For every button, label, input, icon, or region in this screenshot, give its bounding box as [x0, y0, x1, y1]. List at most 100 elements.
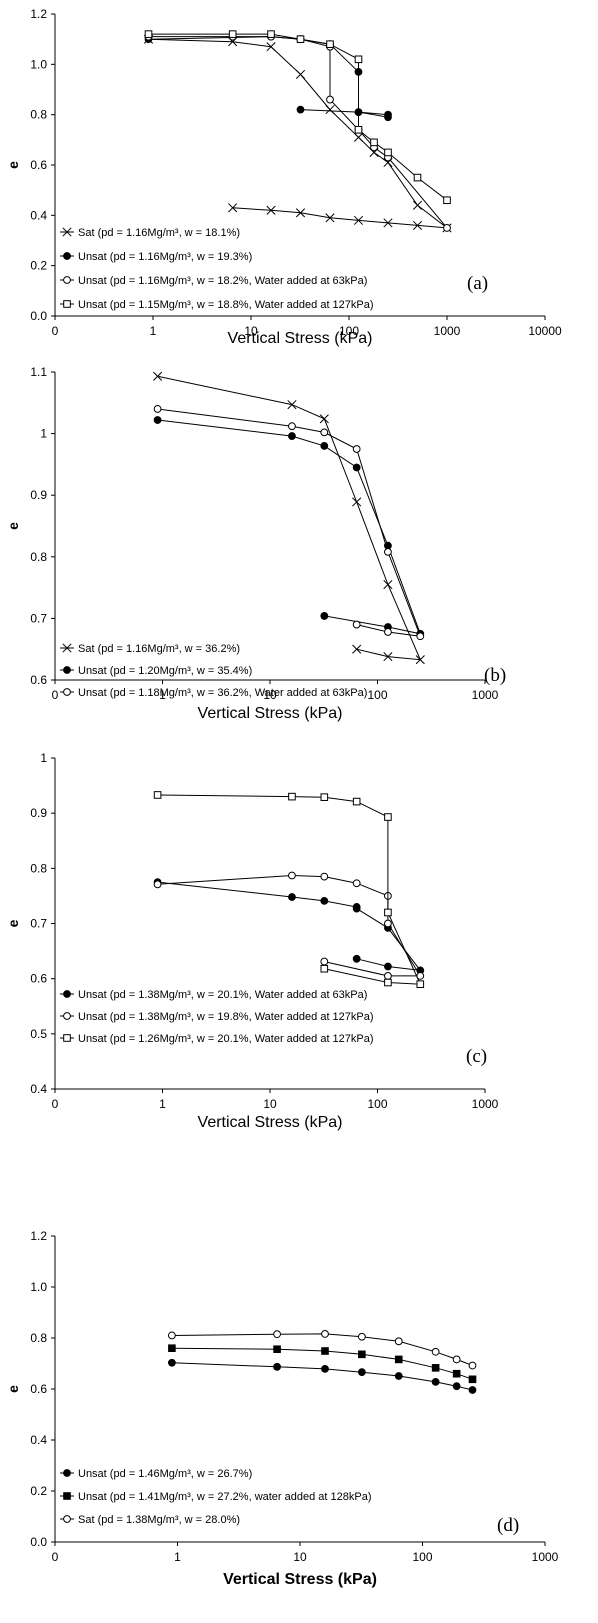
data-point	[352, 445, 361, 453]
series-line	[157, 794, 422, 985]
x-tick-label: 100	[412, 1550, 432, 1564]
data-point	[153, 880, 162, 889]
y-tick-label: 0.0	[30, 309, 47, 323]
y-tick-label: 0.6	[30, 1382, 47, 1396]
data-point	[352, 879, 361, 888]
y-tick-label: 0.7	[30, 611, 47, 625]
data-point	[320, 872, 329, 881]
data-point	[320, 964, 329, 973]
series-line	[148, 33, 448, 201]
data-point	[357, 1368, 366, 1377]
series-3	[153, 791, 425, 988]
y-tick-label: 0.2	[30, 259, 47, 273]
chart-panel-1: 0.0 0.2 0.4 0.6 0.8 1.0 1.2 0 1 10 100 1000 10000 e Ve…	[5, 7, 562, 347]
marker-x	[266, 42, 276, 52]
marker-x	[352, 644, 362, 654]
legend-label: Unsat (pd = 1.18Mg/m³, w = 36.2%, Water …	[78, 687, 367, 699]
x-tick-label: 1	[159, 1097, 166, 1111]
data-point	[394, 1337, 403, 1346]
data-point	[321, 1364, 329, 1373]
data-point	[168, 1344, 176, 1353]
data-point	[352, 904, 361, 913]
panel-label: (c)	[466, 1046, 487, 1067]
data-point	[320, 612, 329, 620]
data-point	[370, 138, 378, 147]
series-line	[148, 36, 389, 118]
legend: Sat (pd = 1.16Mg/m³, w = 18.1%) Unsat (pd…	[60, 227, 374, 311]
x-tick-label: 10	[263, 1097, 277, 1111]
x-axis-label: Vertical Stress (kPa)	[228, 330, 373, 347]
series-3	[167, 1330, 477, 1370]
data-point	[384, 962, 392, 971]
data-point	[320, 442, 329, 450]
legend-label: Unsat (pd = 1.41Mg/m³, w = 27.2%, water …	[78, 1491, 372, 1503]
series-2	[153, 871, 425, 980]
y-axis-label: e	[5, 161, 21, 169]
series-1	[153, 371, 425, 665]
chart-panel-3: 0.40.50.60.70.80.910 1 10 100 1000eVertical …	[5, 751, 499, 1131]
data-point	[326, 40, 334, 49]
data-point	[352, 620, 361, 629]
data-point	[384, 978, 392, 987]
data-point	[63, 1469, 71, 1477]
data-point	[452, 1382, 461, 1391]
data-point	[288, 893, 296, 901]
marker-x	[415, 655, 425, 665]
x-tick-label: 10	[244, 324, 258, 338]
y-tick-label: 0.4	[30, 1082, 47, 1096]
data-point	[431, 1347, 440, 1356]
chart-panel-4: 0.0 0.2 0.4 0.6 0.8 1.0 1.2 0 1 10 100 1000 e Vertica…	[5, 1229, 559, 1588]
data-point	[267, 30, 275, 38]
marker-x	[295, 208, 306, 218]
y-tick-label: 1	[40, 427, 47, 441]
data-point	[394, 1355, 403, 1364]
data-point	[431, 1377, 440, 1386]
marker-x	[383, 579, 393, 590]
series-1	[143, 34, 452, 233]
marker-x	[325, 105, 335, 115]
x-tick-label: 0	[52, 688, 59, 702]
data-point	[63, 300, 71, 308]
data-point	[452, 1355, 461, 1364]
data-point	[288, 871, 296, 880]
data-point	[468, 1375, 477, 1384]
y-tick-label: 0.4	[30, 208, 47, 222]
data-point	[354, 55, 363, 64]
data-point	[321, 1347, 329, 1355]
marker-x	[383, 652, 393, 662]
x-axis-label: Vertical Stress (kPa)	[223, 1571, 377, 1588]
data-point	[468, 1386, 477, 1394]
x-axis-label: Vertical Stress (kPa)	[198, 1114, 343, 1131]
marker-x	[325, 213, 335, 223]
y-tick-label: 0.9	[30, 806, 47, 820]
data-point	[296, 35, 305, 43]
y-tick-label: 0.8	[30, 861, 47, 875]
data-point	[63, 1012, 71, 1020]
data-point	[443, 224, 451, 232]
y-tick-label: 0.7	[30, 917, 47, 931]
legend-label: Unsat (pd = 1.15Mg/m³, w = 18.8%, Water …	[78, 299, 374, 311]
legend-label: Unsat (pd = 1.20Mg/m³, w = 35.4%)	[78, 665, 252, 677]
marker-x	[353, 215, 364, 225]
data-point	[153, 791, 162, 799]
data-point	[153, 416, 162, 424]
x-tick-label: 1	[159, 688, 166, 702]
x-tick-label: 0	[52, 1550, 59, 1564]
legend-label: Unsat (pd = 1.38Mg/m³, w = 19.8%, Water …	[78, 1011, 374, 1023]
legend-label: Unsat (pd = 1.16Mg/m³, w = 19.3%)	[78, 251, 252, 263]
x-tick-label: 10000	[528, 324, 562, 338]
x-tick-label: 0	[52, 324, 59, 338]
x-axis-label: Vertical Stress (kPa)	[198, 705, 343, 722]
data-point	[144, 30, 153, 38]
data-point	[167, 1358, 176, 1367]
y-tick-label: 0.8	[30, 108, 47, 122]
legend-label: Sat (pd = 1.38Mg/m³, w = 28.0%)	[78, 1514, 240, 1526]
y-tick-label: 1.0	[30, 57, 47, 71]
data-point	[273, 1362, 281, 1371]
y-tick-label: 0.9	[30, 488, 47, 502]
data-point	[384, 908, 392, 917]
y-tick-label: 0.4	[30, 1433, 47, 1447]
marker-x	[62, 643, 72, 653]
legend-label: Sat (pd = 1.16Mg/m³, w = 18.1%)	[78, 227, 240, 239]
data-point	[354, 125, 363, 134]
